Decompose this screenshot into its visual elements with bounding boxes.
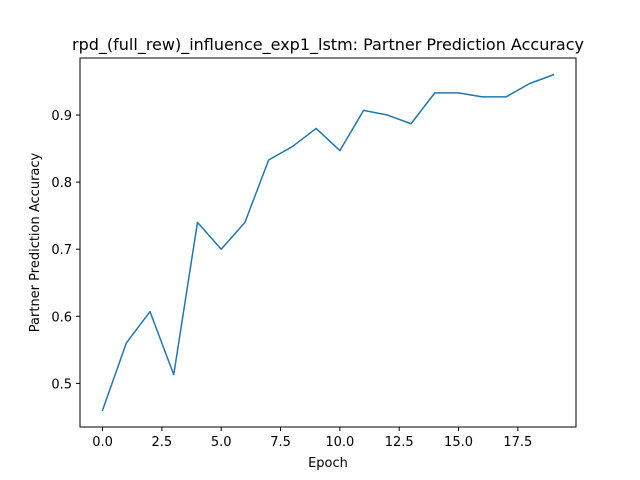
x-tick-label: 2.5 xyxy=(152,435,173,450)
data-point xyxy=(410,123,412,125)
data-point xyxy=(173,374,175,376)
x-tick-label: 15.0 xyxy=(444,435,473,450)
x-tick-label: 10.0 xyxy=(325,435,354,450)
data-point xyxy=(315,128,317,130)
x-tick-label: 0.0 xyxy=(92,435,113,450)
chart-title: rpd_(full_rew)_influence_exp1_lstm: Part… xyxy=(72,35,584,55)
series-line-0 xyxy=(101,73,555,412)
plot-area xyxy=(101,73,555,412)
x-tick-label: 17.5 xyxy=(503,435,532,450)
data-point xyxy=(102,409,104,411)
x-tick-label: 5.0 xyxy=(211,435,232,450)
data-point xyxy=(505,96,507,98)
plot-frame xyxy=(79,57,577,428)
data-point xyxy=(149,311,151,313)
x-axis-title: Epoch xyxy=(308,456,348,471)
data-point xyxy=(125,342,127,344)
data-point xyxy=(292,146,294,148)
data-point xyxy=(387,114,389,116)
data-point xyxy=(244,222,246,224)
data-point xyxy=(434,92,436,94)
data-point xyxy=(197,222,199,224)
y-axis: 0.5 0.6 0.7 0.8 0.9 xyxy=(51,109,80,392)
y-tick-label: 0.7 xyxy=(51,243,72,258)
y-tick-label: 0.5 xyxy=(51,377,72,392)
y-axis-title: Partner Prediction Accuracy xyxy=(28,152,43,332)
y-tick-label: 0.6 xyxy=(51,310,72,325)
data-point xyxy=(339,150,341,152)
data-point xyxy=(481,96,483,98)
y-tick-label: 0.8 xyxy=(51,176,72,191)
x-tick-label: 7.5 xyxy=(270,435,291,450)
data-point xyxy=(553,74,555,76)
data-point xyxy=(363,110,365,112)
data-point xyxy=(268,159,270,161)
data-point xyxy=(529,83,531,85)
data-point xyxy=(220,248,222,250)
x-axis: 0.0 2.5 5.0 7.5 10.0 12.5 15.0 17.5 xyxy=(92,427,532,450)
y-tick-label: 0.9 xyxy=(51,109,72,124)
data-point xyxy=(458,92,460,94)
x-tick-label: 12.5 xyxy=(385,435,414,450)
